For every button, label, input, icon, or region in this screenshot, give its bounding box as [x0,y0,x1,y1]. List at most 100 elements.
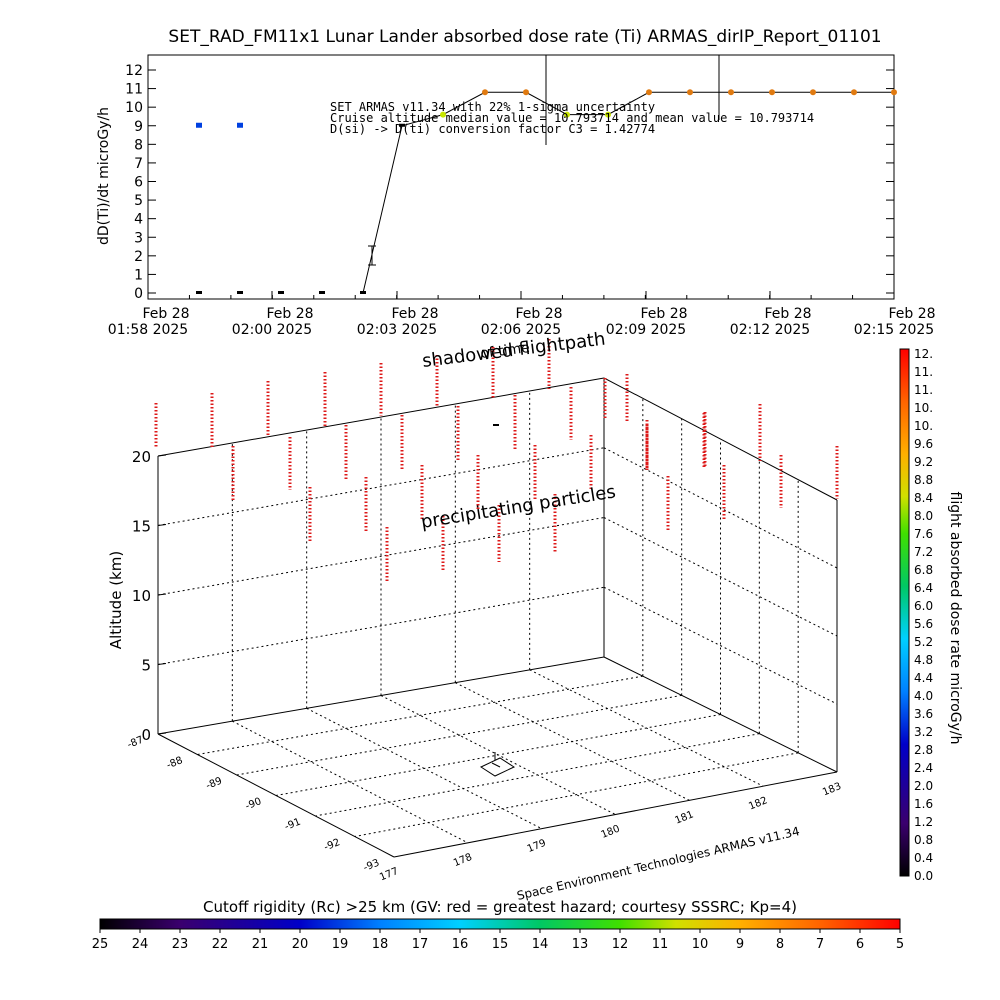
chart-title: SET_RAD_FM11x1 Lunar Lander absorbed dos… [168,27,881,47]
x-tick-time: 02:15 2025 [854,322,934,338]
y-tick-label: 1 [134,267,143,283]
grid-line [197,675,643,755]
z-tick-label: 15 [132,518,151,536]
data-point [851,89,857,96]
dose-colorbar-label: flight absorbed dose rate microGy/h [947,492,963,745]
dose-colorbar-tick-label: 6.4 [914,581,933,595]
rigidity-colorbar-tick-label: 7 [816,937,824,952]
rigidity-colorbar-tick-label: 8 [776,937,784,952]
rigidity-colorbar-tick-label: 23 [172,937,189,952]
x-tick-time: 01:58 2025 [108,322,188,338]
dose-colorbar-tick-label: 10. [914,401,933,415]
grid-line [236,694,682,776]
lat-tick-label: -92 [323,837,342,853]
y-tick-label: 6 [134,175,143,191]
x-tick-time: 02:06 2025 [481,322,561,338]
dose-colorbar-tick-label: 2.0 [914,779,933,793]
x-tick-date: Feb 28 [764,306,811,322]
dose-colorbar: 12. 11. 11. 10. 10. 9.6 9.2 8.8 8.4 8.0 7.6 7.2 6.8 6… [899,347,963,883]
dose-colorbar-tick-label: 12. [914,347,933,361]
x-tick-time: 02:09 2025 [606,322,686,338]
grid-line [603,586,838,705]
rigidity-colorbar-gradient [99,918,901,930]
dose-colorbar-tick-label: 9.2 [914,455,933,469]
dose-colorbar-tick-label: 6.0 [914,599,933,613]
lat-tick-label: -88 [165,755,184,771]
rigidity-colorbar-tick-label: 24 [132,937,149,952]
y-tick-label: 0 [134,286,143,302]
y-tick-label: 4 [134,212,143,228]
timeseries-frame [147,54,895,300]
y-tick-label: 9 [134,119,143,135]
rigidity-colorbar-tick-label: 21 [252,937,269,952]
dose-colorbar-tick-label: 11. [914,383,933,397]
rigidity-colorbar-ticks: 25 24 23 22 21 20 19 18 17 16 15 14 13 12 11 10 9 8 7 6 5 [92,929,904,952]
credit-text: Space Environment Technologies ARMAS v11… [516,824,801,903]
dose-colorbar-tick-label: 1.6 [914,797,933,811]
x-tick-date: Feb 28 [640,306,687,322]
data-point [482,89,488,96]
dose-colorbar-tick-label: 0.0 [914,869,933,883]
data-point [319,291,325,294]
data-point [605,111,611,118]
dose-colorbar-tick-label: 7.6 [914,527,933,541]
data-point [440,111,446,118]
rigidity-colorbar: Cutoff rigidity (Rc) >25 km (GV: red = g… [92,898,904,952]
z-tick-label: 0 [141,726,151,744]
y-tick-label: 10 [125,100,143,116]
dose-colorbar-tick-label: 4.4 [914,671,933,685]
dose-colorbar-tick-label: 2.8 [914,743,933,757]
rigidity-colorbar-tick-label: 6 [856,937,864,952]
dose-colorbar-tick-label: 8.4 [914,491,933,505]
z-tick [157,732,167,735]
data-point [399,123,405,127]
z-tick [157,524,167,526]
annotation-conversion: D(si) -> D(ti) conversion factor C3 = 1.… [330,122,655,136]
x-tick-date: Feb 28 [391,306,438,322]
rigidity-colorbar-tick-label: 16 [452,937,469,952]
dose-colorbar-tick-label: 7.2 [914,545,933,559]
y-tick-label: 12 [125,63,143,79]
grid-line [275,714,721,796]
data-point [769,89,775,96]
rigidity-colorbar-tick-label: 18 [372,937,389,952]
x-tick-date: Feb 28 [888,306,935,322]
lon-tick-label: 177 [378,866,400,883]
data-point [278,291,284,294]
rigidity-colorbar-tick-label: 11 [652,937,669,952]
rigidity-colorbar-tick-label: 19 [332,937,349,952]
plot-grid [157,391,838,844]
z-tick-label: 20 [132,448,151,466]
rigidity-colorbar-tick-label: 5 [896,937,904,952]
dose-colorbar-tick-label: 2.4 [914,761,933,775]
dose-colorbar-tick-label: 5.2 [914,635,933,649]
y-tick-label: 11 [125,82,143,98]
lat-tick-label: -89 [205,776,224,792]
rigidity-colorbar-tick-label: 25 [92,937,109,952]
data-point [564,111,570,118]
dose-colorbar-tick-label: 8.0 [914,509,933,523]
dose-colorbar-tick-label: 8.8 [914,473,933,487]
x-tick-time: 02:12 2025 [730,322,810,338]
data-point [728,89,734,96]
y-tick-label: 2 [134,249,143,265]
lon-tick-label: 179 [526,838,548,855]
z-tick [157,454,167,457]
altitude-label: Altitude (km) [107,551,125,649]
lander-marker [479,752,516,777]
grid-line [315,733,760,817]
error-bar [368,245,376,266]
grid-line [603,517,838,637]
data-point [810,89,816,96]
grid-line [157,447,605,526]
data-point [891,89,897,96]
rigidity-colorbar-label: Cutoff rigidity (Rc) >25 km (GV: red = g… [203,898,797,916]
lat-tick-label: -91 [283,817,302,833]
x-tick-date: Feb 28 [266,306,313,322]
dose-colorbar-tick-label: 0.8 [914,833,933,847]
y-tick-label: 3 [134,230,143,246]
dose-columns [154,339,839,583]
annotation-of-time: of time [480,340,531,362]
